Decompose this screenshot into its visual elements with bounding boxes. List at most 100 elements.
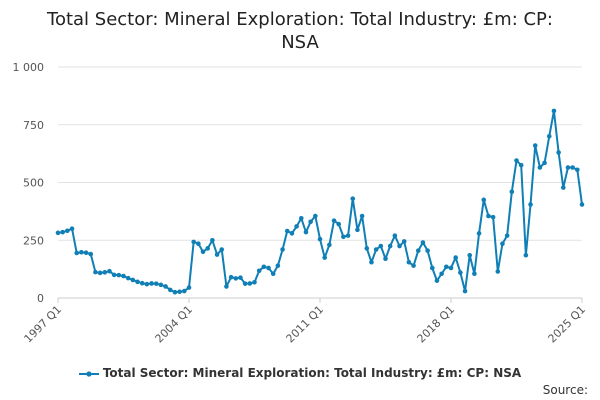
data-point[interactable] <box>575 167 580 173</box>
data-point[interactable] <box>205 246 211 251</box>
data-point[interactable] <box>130 277 136 283</box>
data-point[interactable] <box>125 275 131 281</box>
data-point[interactable] <box>364 246 370 251</box>
data-point[interactable] <box>579 202 585 207</box>
data-point[interactable] <box>537 165 543 170</box>
data-point[interactable] <box>317 236 323 242</box>
data-point[interactable] <box>242 281 248 286</box>
data-point[interactable] <box>261 264 267 270</box>
data-point[interactable] <box>163 284 168 289</box>
data-point[interactable] <box>322 255 327 260</box>
data-point[interactable] <box>280 247 285 252</box>
data-point[interactable] <box>429 265 435 271</box>
data-point[interactable] <box>486 213 491 219</box>
data-point[interactable] <box>420 240 426 245</box>
data-point[interactable] <box>191 239 196 245</box>
data-point[interactable] <box>252 279 257 285</box>
data-point[interactable] <box>570 165 575 170</box>
data-point[interactable] <box>556 150 561 155</box>
data-point[interactable] <box>210 237 215 243</box>
data-point[interactable] <box>434 278 440 283</box>
data-point[interactable] <box>397 243 402 249</box>
data-point[interactable] <box>472 271 477 277</box>
data-point[interactable] <box>350 196 356 201</box>
data-point[interactable] <box>500 241 505 247</box>
data-point[interactable] <box>266 265 271 271</box>
data-point[interactable] <box>65 228 70 234</box>
data-point[interactable] <box>238 275 243 280</box>
data-point[interactable] <box>186 285 192 290</box>
data-point[interactable] <box>139 280 145 286</box>
data-point[interactable] <box>200 249 206 255</box>
data-point[interactable] <box>83 250 89 256</box>
data-point[interactable] <box>523 252 529 258</box>
data-point[interactable] <box>116 272 122 278</box>
data-point[interactable] <box>121 273 126 279</box>
chart-legend[interactable]: Total Sector: Mineral Exploration: Total… <box>0 366 600 380</box>
data-point[interactable] <box>69 226 75 231</box>
data-point[interactable] <box>214 252 220 257</box>
data-point[interactable] <box>532 143 538 148</box>
data-point[interactable] <box>167 287 173 293</box>
data-point[interactable] <box>275 263 281 268</box>
data-point[interactable] <box>373 247 379 252</box>
data-point[interactable] <box>462 288 468 294</box>
data-point[interactable] <box>458 270 463 275</box>
data-point[interactable] <box>228 274 234 280</box>
data-point[interactable] <box>411 263 416 268</box>
data-point[interactable] <box>327 242 332 248</box>
data-point[interactable] <box>560 185 566 190</box>
data-point[interactable] <box>149 281 154 286</box>
data-point[interactable] <box>313 213 318 219</box>
data-point[interactable] <box>233 276 239 281</box>
data-point[interactable] <box>448 265 454 271</box>
data-point[interactable] <box>509 189 515 195</box>
data-point[interactable] <box>504 233 510 238</box>
data-point[interactable] <box>528 202 533 207</box>
data-point[interactable] <box>331 218 337 223</box>
data-point[interactable] <box>158 282 164 288</box>
data-point[interactable] <box>172 289 178 295</box>
data-point[interactable] <box>369 259 374 265</box>
data-point[interactable] <box>495 269 501 274</box>
data-point[interactable] <box>565 165 571 170</box>
data-point[interactable] <box>453 255 458 260</box>
data-point[interactable] <box>425 248 430 253</box>
data-point[interactable] <box>336 221 342 227</box>
data-point[interactable] <box>102 270 108 275</box>
data-point[interactable] <box>546 134 552 139</box>
data-point[interactable] <box>111 272 117 278</box>
data-point[interactable] <box>55 230 61 236</box>
data-point[interactable] <box>79 249 84 255</box>
data-point[interactable] <box>542 160 547 166</box>
data-point[interactable] <box>490 214 496 220</box>
data-point[interactable] <box>182 288 187 294</box>
data-point[interactable] <box>135 279 140 285</box>
data-point[interactable] <box>93 269 98 275</box>
data-point[interactable] <box>284 228 290 234</box>
data-point[interactable] <box>415 248 421 253</box>
data-point[interactable] <box>467 252 473 258</box>
data-point[interactable] <box>401 239 407 244</box>
data-point[interactable] <box>74 250 80 256</box>
data-point[interactable] <box>518 162 524 168</box>
data-point[interactable] <box>88 251 94 257</box>
data-point[interactable] <box>551 108 557 114</box>
data-point[interactable] <box>270 271 276 277</box>
data-point[interactable] <box>303 229 309 235</box>
data-point[interactable] <box>153 281 159 286</box>
data-point[interactable] <box>219 247 225 252</box>
data-point[interactable] <box>341 234 346 240</box>
data-point[interactable] <box>476 231 482 236</box>
data-point[interactable] <box>514 158 519 163</box>
data-point[interactable] <box>444 264 449 270</box>
data-point[interactable] <box>177 289 182 295</box>
data-point[interactable] <box>107 268 112 274</box>
data-point[interactable] <box>256 268 262 274</box>
data-point[interactable] <box>196 241 201 247</box>
data-point[interactable] <box>355 227 360 233</box>
data-point[interactable] <box>289 231 295 236</box>
data-point[interactable] <box>308 219 313 225</box>
data-point[interactable] <box>294 224 299 229</box>
data-point[interactable] <box>60 229 65 235</box>
